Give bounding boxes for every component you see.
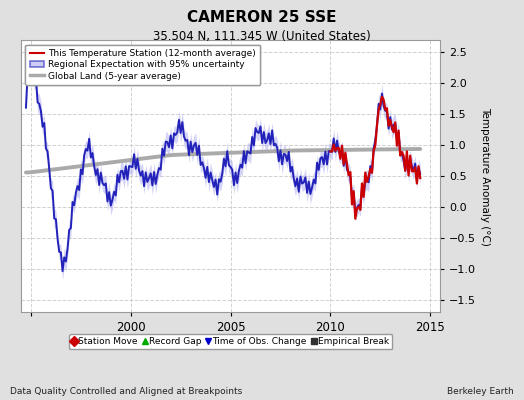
Legend: Station Move, Record Gap, Time of Obs. Change, Empirical Break: Station Move, Record Gap, Time of Obs. C…: [69, 334, 392, 350]
Text: 35.504 N, 111.345 W (United States): 35.504 N, 111.345 W (United States): [153, 30, 371, 43]
Text: CAMERON 25 SSE: CAMERON 25 SSE: [187, 10, 337, 25]
Text: Berkeley Earth: Berkeley Earth: [447, 387, 514, 396]
Legend: This Temperature Station (12-month average), Regional Expectation with 95% uncer: This Temperature Station (12-month avera…: [26, 44, 260, 85]
Text: Data Quality Controlled and Aligned at Breakpoints: Data Quality Controlled and Aligned at B…: [10, 387, 243, 396]
Y-axis label: Temperature Anomaly (°C): Temperature Anomaly (°C): [480, 106, 490, 246]
